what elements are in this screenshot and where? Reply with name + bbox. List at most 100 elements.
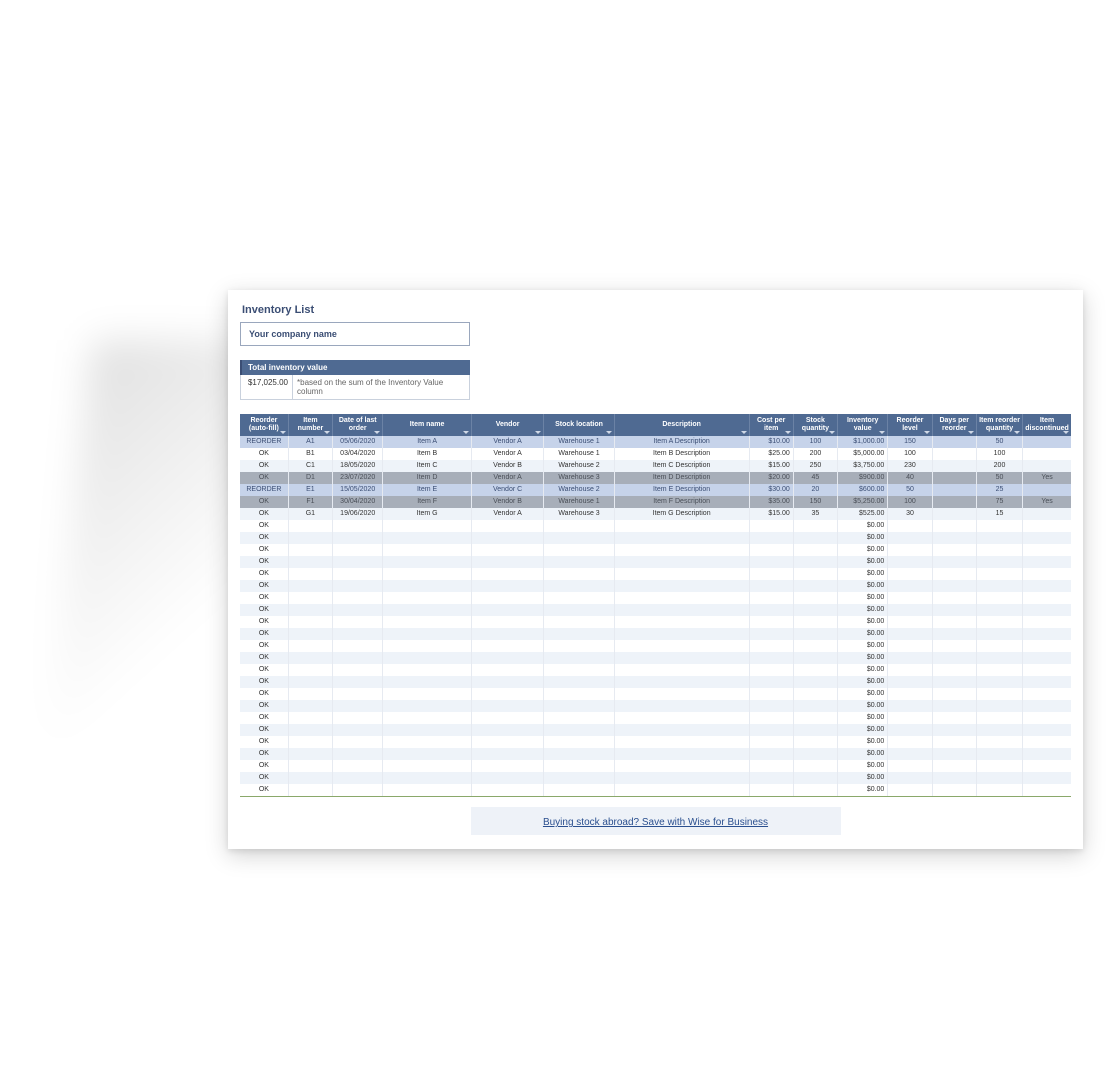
cell-reqty[interactable] — [976, 532, 1022, 544]
cell-level[interactable] — [888, 712, 932, 724]
cell-date[interactable] — [333, 544, 383, 556]
cell-name[interactable]: Item A — [383, 436, 472, 448]
cell-vendor[interactable]: Vendor A — [471, 472, 543, 484]
cell-location[interactable] — [544, 712, 614, 724]
cell-disc[interactable] — [1023, 556, 1071, 568]
cell-qty[interactable] — [793, 724, 837, 736]
cell-desc[interactable]: Item C Description — [614, 460, 749, 472]
cell-disc[interactable] — [1023, 544, 1071, 556]
cell-vendor[interactable] — [471, 532, 543, 544]
cell-desc[interactable] — [614, 736, 749, 748]
cell-disc[interactable] — [1023, 640, 1071, 652]
cell-vendor[interactable] — [471, 640, 543, 652]
cell-qty[interactable]: 250 — [793, 460, 837, 472]
filter-icon[interactable] — [324, 431, 330, 434]
cell-qty[interactable] — [793, 652, 837, 664]
cell-days[interactable] — [932, 688, 976, 700]
cell-reqty[interactable] — [976, 748, 1022, 760]
cell-qty[interactable] — [793, 772, 837, 784]
cell-item_no[interactable] — [288, 700, 332, 712]
cell-level[interactable] — [888, 652, 932, 664]
cell-disc[interactable] — [1023, 772, 1071, 784]
cell-days[interactable] — [932, 508, 976, 520]
filter-icon[interactable] — [280, 431, 286, 434]
cell-days[interactable] — [932, 712, 976, 724]
column-header-vendor[interactable]: Vendor — [471, 414, 543, 436]
cell-value[interactable]: $5,250.00 — [838, 496, 888, 508]
cell-cost[interactable] — [749, 736, 793, 748]
wise-link[interactable]: Buying stock abroad? Save with Wise for … — [543, 817, 768, 828]
cell-value[interactable]: $0.00 — [838, 640, 888, 652]
cell-reorder[interactable]: OK — [240, 496, 288, 508]
cell-cost[interactable]: $15.00 — [749, 460, 793, 472]
cell-cost[interactable]: $10.00 — [749, 436, 793, 448]
filter-icon[interactable] — [968, 431, 974, 434]
cell-location[interactable] — [544, 784, 614, 796]
cell-reqty[interactable]: 100 — [976, 448, 1022, 460]
cell-desc[interactable] — [614, 556, 749, 568]
cell-vendor[interactable] — [471, 604, 543, 616]
cell-reqty[interactable] — [976, 520, 1022, 532]
cell-reorder[interactable]: OK — [240, 676, 288, 688]
cell-qty[interactable]: 100 — [793, 436, 837, 448]
cell-cost[interactable] — [749, 784, 793, 796]
cell-days[interactable] — [932, 436, 976, 448]
cell-item_no[interactable] — [288, 556, 332, 568]
cell-date[interactable] — [333, 772, 383, 784]
cell-value[interactable]: $0.00 — [838, 520, 888, 532]
cell-name[interactable] — [383, 532, 472, 544]
cell-disc[interactable] — [1023, 532, 1071, 544]
cell-days[interactable] — [932, 772, 976, 784]
cell-disc[interactable] — [1023, 688, 1071, 700]
cell-value[interactable]: $0.00 — [838, 664, 888, 676]
cell-level[interactable] — [888, 664, 932, 676]
cell-cost[interactable] — [749, 772, 793, 784]
cell-qty[interactable] — [793, 628, 837, 640]
cell-item_no[interactable]: C1 — [288, 460, 332, 472]
cell-desc[interactable]: Item F Description — [614, 496, 749, 508]
column-header-qty[interactable]: Stock quantity — [793, 414, 837, 436]
cell-desc[interactable]: Item B Description — [614, 448, 749, 460]
cell-level[interactable]: 50 — [888, 484, 932, 496]
cell-value[interactable]: $600.00 — [838, 484, 888, 496]
cell-vendor[interactable] — [471, 688, 543, 700]
column-header-disc[interactable]: Item discontinued — [1023, 414, 1071, 436]
cell-vendor[interactable]: Vendor B — [471, 496, 543, 508]
cell-item_no[interactable] — [288, 640, 332, 652]
cell-item_no[interactable] — [288, 712, 332, 724]
cell-desc[interactable]: Item A Description — [614, 436, 749, 448]
cell-vendor[interactable]: Vendor C — [471, 484, 543, 496]
cell-item_no[interactable] — [288, 760, 332, 772]
cell-desc[interactable] — [614, 592, 749, 604]
cell-cost[interactable]: $15.00 — [749, 508, 793, 520]
cell-vendor[interactable] — [471, 736, 543, 748]
cell-location[interactable] — [544, 520, 614, 532]
cell-disc[interactable]: Yes — [1023, 472, 1071, 484]
cell-qty[interactable]: 35 — [793, 508, 837, 520]
cell-level[interactable] — [888, 616, 932, 628]
filter-icon[interactable] — [829, 431, 835, 434]
cell-desc[interactable] — [614, 688, 749, 700]
cell-location[interactable] — [544, 664, 614, 676]
cell-reqty[interactable] — [976, 568, 1022, 580]
cell-days[interactable] — [932, 544, 976, 556]
cell-reorder[interactable]: OK — [240, 616, 288, 628]
cell-qty[interactable] — [793, 712, 837, 724]
cell-qty[interactable] — [793, 568, 837, 580]
cell-name[interactable]: Item G — [383, 508, 472, 520]
cell-value[interactable]: $0.00 — [838, 628, 888, 640]
cell-name[interactable] — [383, 664, 472, 676]
cell-cost[interactable] — [749, 724, 793, 736]
cell-level[interactable] — [888, 628, 932, 640]
cell-disc[interactable] — [1023, 604, 1071, 616]
cell-qty[interactable] — [793, 688, 837, 700]
filter-icon[interactable] — [741, 431, 747, 434]
cell-reorder[interactable]: OK — [240, 736, 288, 748]
cell-reqty[interactable] — [976, 760, 1022, 772]
cell-item_no[interactable] — [288, 688, 332, 700]
cell-location[interactable] — [544, 772, 614, 784]
cell-reqty[interactable] — [976, 688, 1022, 700]
cell-days[interactable] — [932, 580, 976, 592]
cell-desc[interactable] — [614, 652, 749, 664]
cell-qty[interactable] — [793, 784, 837, 796]
